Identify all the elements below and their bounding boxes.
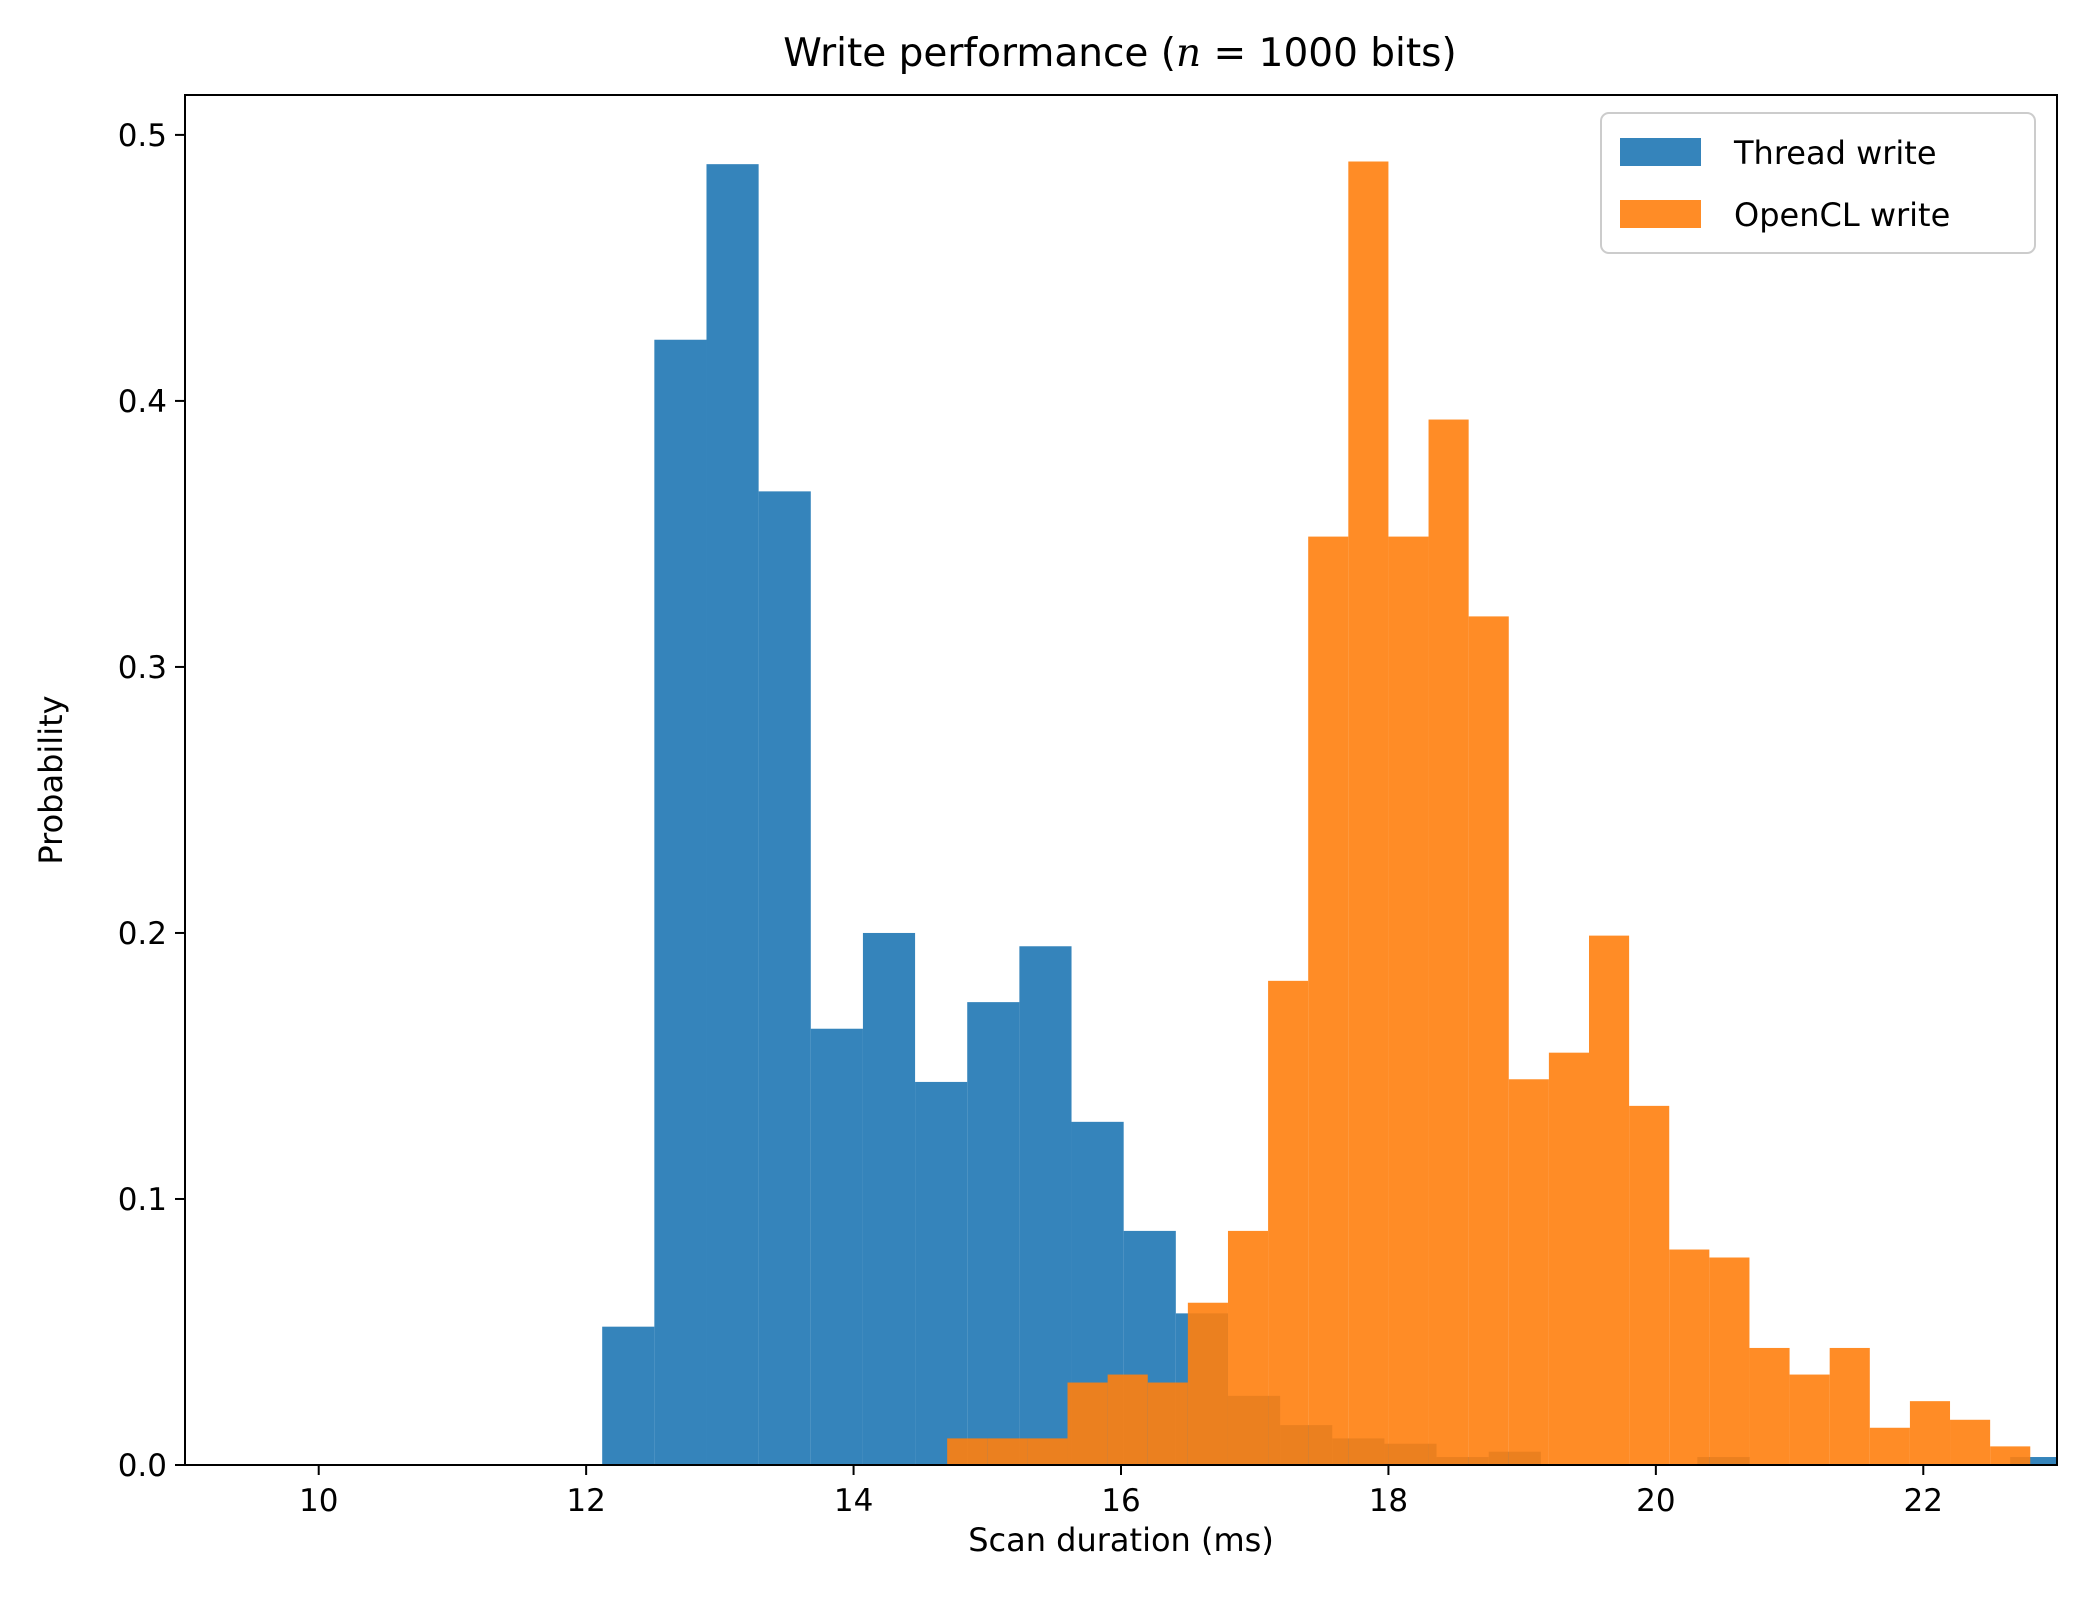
y-tick-label: 0.2 — [118, 916, 167, 952]
plot-area — [602, 161, 2057, 1465]
opencl-write-bar-19 — [1709, 1257, 1750, 1465]
opencl-write-bar-9 — [1308, 536, 1349, 1465]
y-tick-label: 0.5 — [118, 118, 167, 154]
opencl-write-bar-22 — [1829, 1347, 1870, 1465]
legend-label-opencl-write: OpenCL write — [1734, 196, 1950, 234]
opencl-write-bar-24 — [1909, 1401, 1951, 1465]
x-axis-label: Scan duration (ms) — [968, 1521, 1274, 1559]
thread-write-bar-8 — [1019, 946, 1072, 1465]
opencl-write-bar-26 — [1990, 1446, 2031, 1465]
y-axis-ticks: 0.0 0.1 0.2 0.3 0.4 0.5 — [118, 118, 185, 1484]
opencl-write-bar-10 — [1348, 161, 1389, 1465]
x-axis-ticks: 10 12 14 16 18 20 22 — [299, 1465, 1943, 1519]
opencl-write-bar-17 — [1629, 1105, 1670, 1465]
opencl-write-bar-23 — [1869, 1427, 1910, 1465]
thread-write-bar-6 — [915, 1081, 968, 1465]
opencl-write-bar-12 — [1428, 419, 1469, 1465]
opencl-write-bar-18 — [1669, 1249, 1710, 1465]
y-tick-label: 0.1 — [118, 1182, 167, 1218]
thread-write-bar-0 — [602, 1326, 655, 1465]
thread-write-bar-7 — [967, 1002, 1020, 1465]
x-tick-label: 10 — [299, 1483, 338, 1519]
opencl-write-bar-1 — [987, 1438, 1028, 1465]
opencl-write-bar-15 — [1548, 1052, 1589, 1465]
x-tick-label: 12 — [566, 1483, 605, 1519]
legend-label-thread-write: Thread write — [1733, 134, 1937, 172]
opencl-write-bar-25 — [1950, 1419, 1991, 1465]
thread-write-bar-4 — [810, 1028, 863, 1465]
chart-title: Write performance (n = 1000 bits) — [783, 31, 1456, 76]
title-variable: n — [1176, 31, 1201, 76]
opencl-write-bar-14 — [1508, 1079, 1549, 1465]
opencl-write-bar-21 — [1789, 1374, 1830, 1465]
legend: Thread write OpenCL write — [1600, 112, 2036, 254]
opencl-write-bar-8 — [1268, 980, 1309, 1465]
thread-write-bar-5 — [862, 932, 916, 1465]
opencl-write-bar-16 — [1589, 935, 1630, 1465]
opencl-write-bar-3 — [1067, 1382, 1108, 1465]
x-tick-label: 22 — [1904, 1483, 1943, 1519]
opencl-write-bar-0 — [947, 1438, 988, 1465]
title-suffix: = 1000 bits) — [1201, 31, 1457, 76]
opencl-write-bar-6 — [1187, 1302, 1228, 1465]
opencl-write-bar-13 — [1468, 616, 1509, 1465]
opencl-write-bar-5 — [1147, 1382, 1188, 1465]
opencl-write-bar-4 — [1107, 1374, 1148, 1465]
y-tick-label: 0.3 — [118, 650, 167, 686]
thread-write-bar-2 — [706, 164, 759, 1465]
legend-swatch-thread-write — [1620, 138, 1701, 166]
x-tick-label: 14 — [834, 1483, 873, 1519]
thread-write-bar-27 — [2010, 1457, 2057, 1465]
y-axis-label: Probability — [32, 695, 70, 864]
title-prefix: Write performance ( — [783, 31, 1176, 76]
opencl-write-bar-20 — [1749, 1347, 1790, 1465]
x-tick-label: 16 — [1101, 1483, 1140, 1519]
y-tick-label: 0.0 — [118, 1448, 167, 1484]
opencl-write-bar-11 — [1388, 536, 1429, 1465]
y-tick-label: 0.4 — [118, 384, 167, 420]
opencl-write-bar-7 — [1227, 1230, 1269, 1465]
thread-write-bar-1 — [654, 339, 707, 1465]
opencl-write-bar-2 — [1027, 1438, 1068, 1465]
legend-box — [1600, 112, 2036, 254]
x-tick-label: 20 — [1636, 1483, 1675, 1519]
legend-swatch-opencl-write — [1620, 200, 1701, 228]
thread-write-bar-3 — [758, 491, 811, 1465]
x-tick-label: 18 — [1369, 1483, 1408, 1519]
series-opencl-write-bars — [947, 161, 2031, 1465]
